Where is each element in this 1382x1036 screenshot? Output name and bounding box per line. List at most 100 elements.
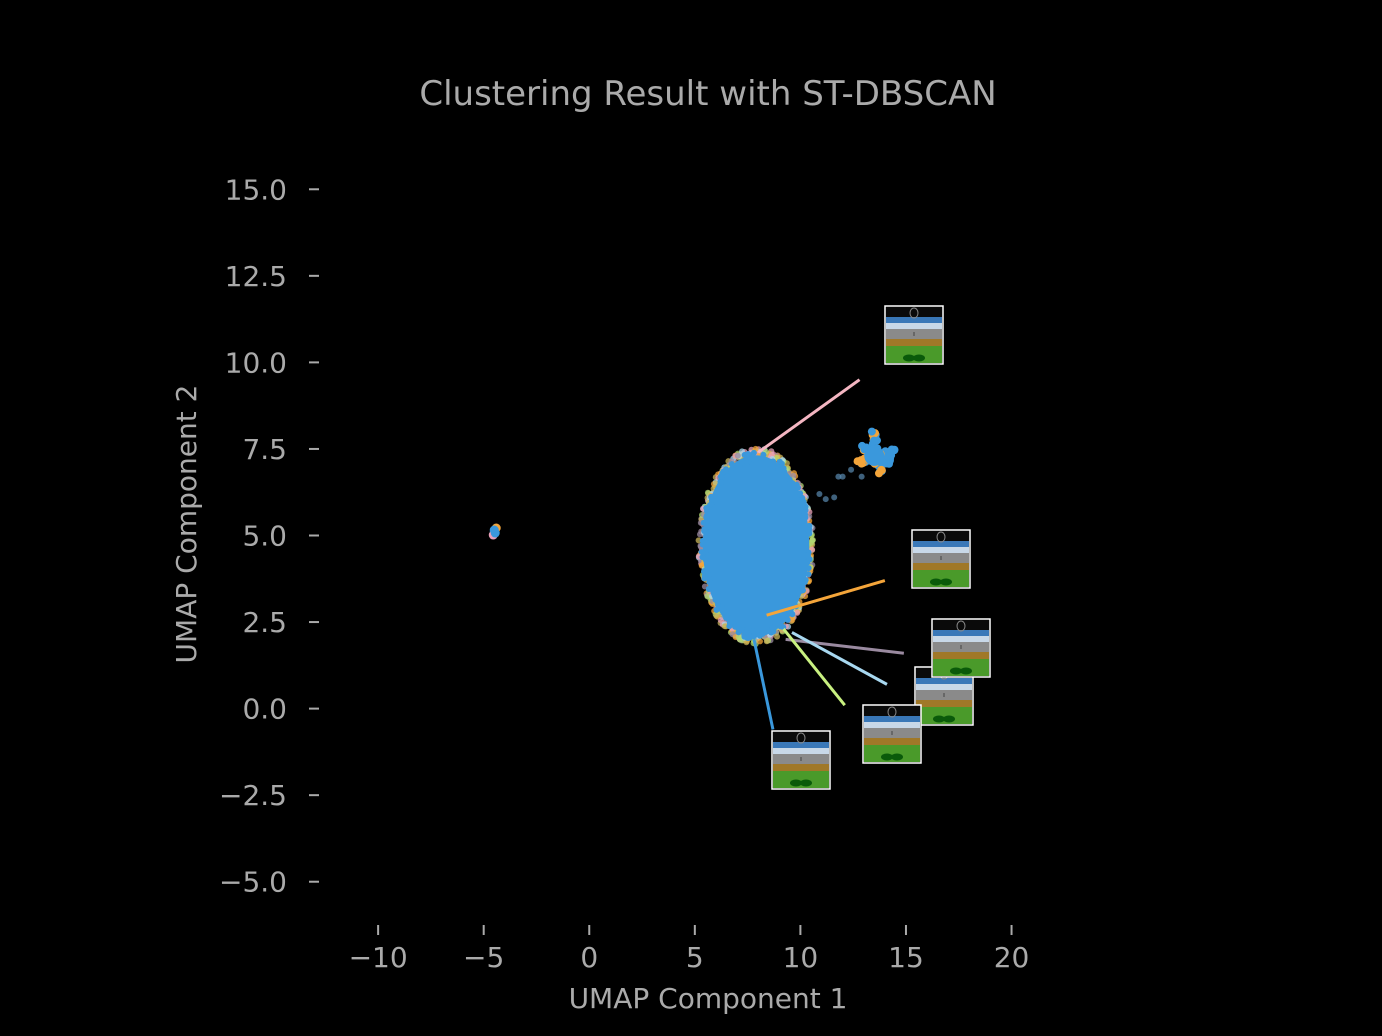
x-tick-label: 10 [783,941,819,974]
data-point [816,490,823,497]
data-point [728,461,735,468]
data-point [802,576,809,583]
data-point [877,466,886,475]
data-point [786,476,793,483]
x-tick-label: −5 [463,941,504,974]
data-point [736,636,743,643]
data-point [708,493,715,500]
data-point [805,528,812,535]
thumbnail-grass [913,570,969,587]
thumbnail-car [881,753,893,761]
frame-thumbnail [771,730,831,790]
frame-thumbnail [931,618,991,678]
data-point [736,626,743,633]
data-point [864,445,885,466]
data-point [705,520,712,527]
data-point [870,436,879,445]
data-point [717,617,724,624]
data-point [807,539,814,546]
data-point [703,535,710,542]
data-point [822,496,829,503]
data-point [701,572,708,579]
data-point [801,509,808,516]
data-point [779,466,786,473]
thumbnail-car [960,667,972,675]
annotation-line [791,631,888,686]
thumbnail-sky [933,630,989,636]
frame-thumbnail [911,529,971,589]
thumbnail-dirt [773,764,829,771]
y-tick-label: 10.0 [225,346,287,379]
thumbnail-car [940,578,952,586]
thumbnail-dirt [913,563,969,570]
data-point [799,495,806,502]
data-point [713,612,720,619]
data-point [489,525,499,535]
x-tick-label: −10 [349,941,408,974]
data-points [488,427,899,647]
data-point [763,638,770,645]
main-cluster-core [702,455,810,637]
y-tick-label: −5.0 [219,866,287,899]
y-tick-label: 12.5 [225,260,287,293]
y-axis: −5.0 −2.5 0.0 2.5 5.0 7.5 10.0 12.5 15.0 [219,173,319,899]
y-tick-label: 15.0 [225,173,287,206]
data-point [759,630,766,637]
data-point [801,522,808,529]
annotation-line [752,639,775,730]
frame-thumbnail [884,305,944,365]
data-point [770,458,777,465]
thumbnail-object [796,732,806,744]
chart-title: Clustering Result with ST-DBSCAN [419,74,996,114]
thumbnail-sky [864,716,920,722]
thumbnail-sky-dark [773,732,829,742]
y-tick-label: −2.5 [219,779,287,812]
annotation-line [785,637,905,655]
thumbnail-object [936,531,946,543]
data-point [797,490,804,497]
thumbnail-car [790,779,802,787]
data-point [778,460,785,467]
data-point [698,549,705,556]
x-axis: −10 −5 0 5 10 15 20 [349,925,1029,974]
annotation-line [757,378,861,454]
data-point [756,638,763,645]
thumbnail-car [891,753,903,761]
data-point [889,446,898,455]
data-point [805,565,812,572]
thumbnail-horizon [913,547,969,553]
thumbnail-horizon [916,684,972,690]
annotation-line [766,579,886,617]
thumbnail-dirt [864,738,920,745]
data-point [848,466,855,473]
data-point [739,459,746,466]
data-point [700,519,707,526]
data-point [714,487,721,494]
data-point [702,567,709,574]
thumbnail-sky-dark [913,531,969,541]
data-point [743,629,750,636]
thumbnail-sky [886,317,942,323]
x-tick-label: 5 [686,941,704,974]
data-point [750,449,757,456]
data-point [790,472,797,479]
thumbnail-dirt [933,652,989,659]
data-point [835,473,842,480]
y-tick-label: 7.5 [242,433,287,466]
thumbnail-dirt [916,700,972,707]
thumbnail-car [943,715,955,723]
annotation-line [782,628,846,707]
data-point [703,504,710,511]
thumbnail-sky-dark [886,307,942,317]
data-point [745,450,752,457]
thumbnail-annotations [752,305,991,790]
thumbnail-sky [916,678,972,684]
data-point [728,469,735,476]
data-point [784,611,791,618]
data-point [791,594,798,601]
y-tick-label: 2.5 [242,606,287,639]
thumbnail-object [956,620,966,632]
thumbnail-horizon [773,748,829,754]
data-point [800,500,807,507]
